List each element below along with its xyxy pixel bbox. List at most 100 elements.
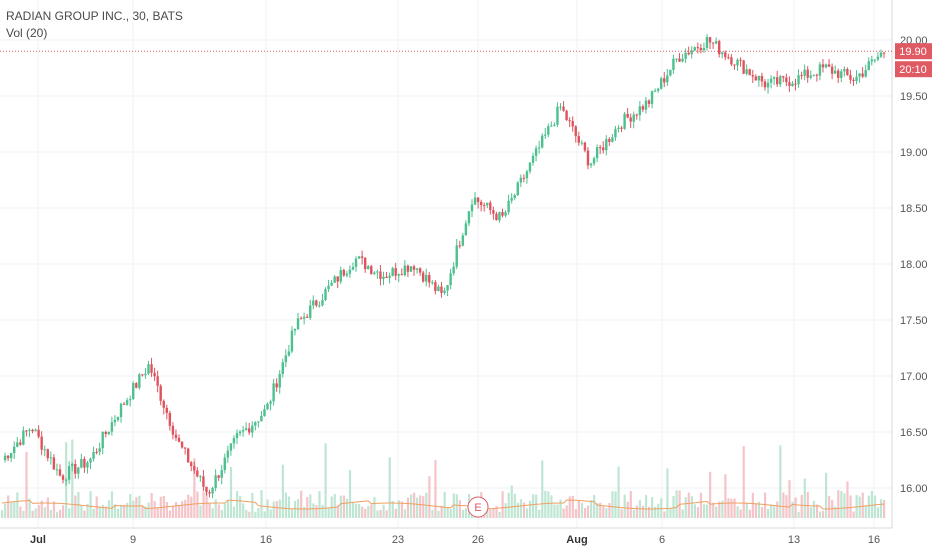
- volume-bar: [28, 498, 31, 518]
- volume-bar: [803, 478, 806, 518]
- candle-body: [324, 289, 327, 301]
- volume-bar: [623, 494, 626, 518]
- volume-bar: [406, 497, 410, 518]
- volume-bar: [464, 508, 468, 518]
- candle-body: [46, 449, 49, 459]
- candle-body: [290, 330, 294, 352]
- volume-bar: [553, 504, 556, 518]
- candle-body: [525, 171, 529, 179]
- candle-body: [138, 374, 141, 388]
- volume-bar: [345, 498, 349, 518]
- volume-bar: [702, 504, 706, 518]
- volume-bar: [379, 509, 382, 518]
- candle-body: [165, 407, 169, 413]
- candle-body: [592, 158, 596, 164]
- volume-bar: [168, 510, 172, 518]
- candle-body: [360, 256, 364, 258]
- candle-body: [443, 290, 446, 293]
- volume-bar: [693, 504, 696, 518]
- y-tick-label: 17.50: [900, 315, 928, 327]
- earnings-marker-label: E: [474, 502, 481, 514]
- volume-bar: [821, 510, 825, 518]
- volume-bar: [339, 495, 342, 518]
- volume-bar: [788, 480, 791, 518]
- volume-bar: [144, 506, 147, 518]
- volume-bar: [89, 491, 92, 518]
- candle-body: [302, 316, 306, 319]
- volume-bar: [361, 506, 364, 518]
- volume-bar: [71, 439, 74, 518]
- volume-bar: [452, 493, 455, 518]
- candle-body: [699, 47, 703, 51]
- candle-body: [736, 59, 739, 66]
- candle-body: [226, 450, 230, 458]
- volume-bar: [315, 505, 318, 518]
- volume-bar: [242, 503, 245, 518]
- volume-bar: [309, 494, 312, 518]
- candle-body: [293, 329, 297, 331]
- candle-body: [763, 81, 767, 88]
- volume-bar: [25, 451, 28, 518]
- volume-bar: [461, 509, 465, 518]
- volume-bar: [205, 492, 208, 518]
- candle-body: [455, 245, 458, 267]
- candle-body: [287, 351, 291, 356]
- candle-body: [202, 476, 205, 487]
- volume-bar: [806, 492, 809, 518]
- volume-bar: [687, 492, 690, 518]
- candle-body: [132, 383, 135, 400]
- volume-bar: [416, 497, 419, 518]
- volume-bar: [431, 509, 434, 518]
- x-tick-label: 6: [659, 534, 665, 546]
- y-tick-label: 16.00: [900, 483, 928, 495]
- volume-bar: [681, 509, 684, 518]
- volume-bar: [409, 494, 413, 518]
- candle-body: [25, 430, 28, 432]
- candle-body: [269, 401, 272, 404]
- candle-body: [629, 117, 632, 122]
- candle-body: [797, 75, 800, 85]
- volume-bar: [364, 508, 367, 518]
- candle-body: [211, 488, 214, 494]
- candle-body: [321, 300, 324, 306]
- candle-body: [800, 75, 803, 77]
- volume-bar: [449, 509, 452, 518]
- candle-body: [684, 52, 687, 59]
- candle-body: [150, 364, 153, 373]
- candle-body: [403, 265, 407, 276]
- candle-body: [461, 235, 465, 246]
- volume-bar: [519, 499, 523, 518]
- candle-body: [498, 212, 501, 221]
- candle-body: [653, 90, 657, 92]
- candle-body: [113, 419, 117, 423]
- candle-body: [190, 462, 193, 467]
- volume-bar: [376, 510, 379, 518]
- volume-bar: [419, 495, 422, 518]
- candle-body: [107, 431, 111, 435]
- candle-body: [473, 197, 477, 205]
- volume-bar: [712, 502, 715, 518]
- candle-body: [849, 74, 852, 80]
- candle-body: [22, 430, 25, 445]
- candle-body: [388, 275, 391, 278]
- volume-bar: [699, 492, 703, 518]
- candle-body: [309, 305, 312, 318]
- candle-body: [3, 455, 7, 461]
- candle-body: [602, 147, 605, 151]
- y-tick-label: 19.50: [900, 91, 928, 103]
- volume-bar: [171, 505, 175, 518]
- volume-bar: [547, 491, 550, 518]
- volume-bar: [333, 494, 336, 518]
- volume-bar: [300, 490, 303, 518]
- candle-body: [595, 147, 599, 159]
- volume-bar: [873, 495, 877, 518]
- volume-bar: [632, 509, 635, 518]
- volume-bar: [199, 505, 202, 518]
- candle-body: [675, 58, 678, 60]
- volume-bar: [40, 500, 43, 518]
- volume-bar: [556, 504, 559, 518]
- volume-bar: [852, 511, 855, 518]
- earnings-marker[interactable]: [467, 496, 489, 518]
- volume-bar: [306, 497, 309, 518]
